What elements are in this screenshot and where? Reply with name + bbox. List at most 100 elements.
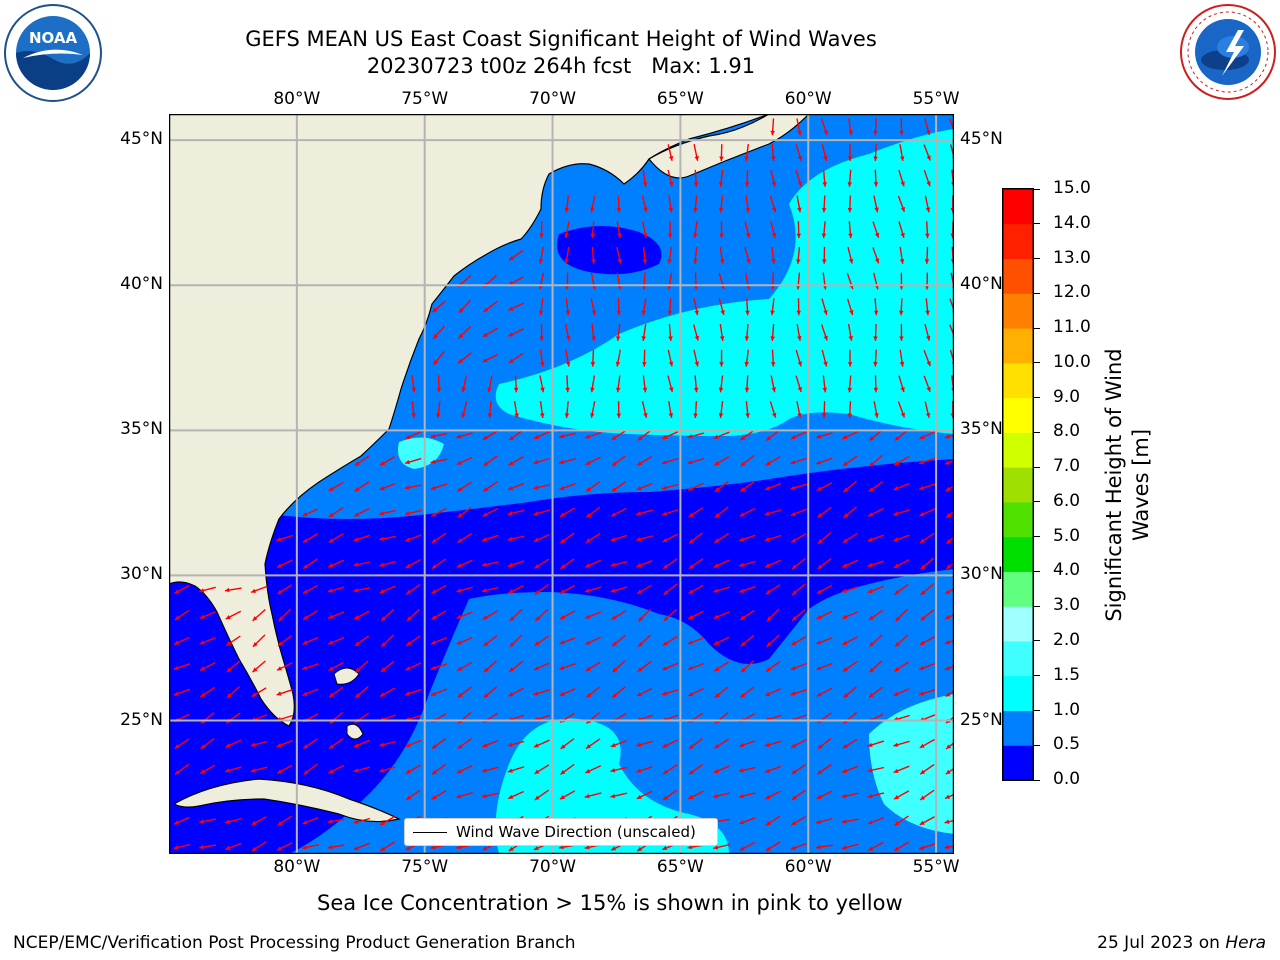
wave-direction-arrowhead [848,130,853,136]
wave-map [169,114,954,854]
wave-direction-arrowhead [636,742,642,747]
wave-direction-arrowhead [565,310,571,316]
wave-direction-arrowhead [430,433,436,439]
wave-direction-arrowhead [667,310,673,316]
wave-direction-arrowhead [771,387,776,393]
wave-direction-arrowhead [303,538,309,543]
wave-direction-arrowhead [791,820,797,825]
wave-direction-arrowhead [744,361,749,367]
wave-direction-arrowhead [456,769,462,774]
wave-direction-arrowhead [636,486,642,491]
wave-direction-arrowhead [277,846,282,851]
wave-direction-arrowhead [662,537,668,542]
wave-direction-arrowhead [945,666,950,671]
wave-direction-arrowhead [610,768,616,773]
wave-direction-arrowhead [637,846,643,851]
wave-direction-arrowhead [925,207,931,213]
wave-direction-arrowhead [610,562,616,567]
wave-direction-arrowhead [591,336,596,341]
wave-direction-arrowhead [687,434,693,439]
wave-direction-arrowhead [612,667,618,673]
lat-label-left: 40°N [120,274,163,295]
wave-direction-arrowhead [873,362,878,367]
wave-direction-arrowhead [894,590,900,595]
wave-direction-arrowhead [920,538,926,543]
wave-direction-arrowhead [539,336,544,341]
wave-direction-arrowhead [405,434,411,439]
wave-direction-arrowhead [843,667,848,672]
wave-direction-arrowhead [302,845,307,850]
wave-direction-arrowhead [533,434,539,439]
wave-direction-arrowhead [353,845,359,851]
wave-direction-arrowhead [534,564,540,569]
wave-direction-arrowhead [303,770,309,775]
wave-direction-arrowhead [585,434,590,439]
colorbar-tick-mark [1034,397,1040,399]
wave-direction-arrowhead [616,310,622,316]
wave-direction-arrowhead [560,744,566,749]
wave-direction-arrowhead [713,793,719,799]
wave-direction-arrowhead [173,845,179,850]
wave-direction-arrowhead [893,742,899,747]
wave-direction-arrowhead [797,413,802,418]
wave-direction-arrowhead [380,461,386,466]
wave-direction-arrowhead [590,207,595,213]
wave-direction-arrowhead [719,233,724,239]
wave-direction-arrowhead [693,182,699,187]
wave-direction-arrowhead [638,642,644,647]
wave-direction-arrowhead [662,511,667,516]
wave-direction-arrowhead [481,793,487,799]
wave-direction-arrowhead [559,665,565,670]
wave-direction-arrowhead [642,387,648,393]
wave-direction-arrowhead [873,156,878,161]
wave-direction-arrowhead [893,691,899,696]
wave-direction-arrowhead [379,486,385,491]
wave-direction-arrowhead [636,794,642,799]
wave-direction-arrowhead [847,413,853,418]
wave-direction-arrowhead [816,665,822,671]
wave-direction-arrowhead [713,640,719,645]
wave-direction-arrowhead [900,232,905,238]
wave-direction-arrowhead [616,387,621,393]
wave-direction-arrowhead [533,537,539,542]
graticule [169,114,954,854]
wave-direction-arrowhead [591,259,596,264]
wave-direction-arrowhead [642,362,647,367]
wave-direction-arrowhead [920,615,926,621]
wave-direction-arrowhead [668,413,674,418]
wave-direction-arrowhead [560,564,566,569]
wave-direction-arrowhead [765,486,770,491]
wave-direction-arrowhead [874,207,879,213]
wave-direction-arrowhead [379,589,385,594]
wave-direction-arrowhead [770,130,775,136]
wave-direction-arrowhead [739,512,745,517]
wave-direction-arrowhead [816,460,822,465]
wind-wave-arrows [173,118,954,852]
sea-ice-note: Sea Ice Concentration > 15% is shown in … [317,891,903,915]
wave-direction-arrowhead [405,537,411,542]
wave-direction-arrowhead [251,692,257,697]
wave-direction-arrowhead [533,666,539,671]
wave-direction-arrowhead [842,768,848,773]
wave-direction-arrowhead [328,538,334,543]
wave-direction-arrowhead [843,693,849,698]
wave-direction-arrowhead [765,563,771,568]
colorbar-segment [1003,328,1033,364]
wave-direction-arrowhead [642,259,648,264]
wave-direction-arrowhead [559,615,565,620]
wave-direction-arrowhead [379,768,385,773]
wave-direction-arrowhead [590,362,596,367]
legend-line-icon [413,832,447,833]
wave-direction-arrowhead [456,794,462,799]
wave-direction-arrowhead [867,820,873,825]
wave-direction-arrowhead [815,844,821,850]
wave-direction-arrowhead [277,589,283,594]
wave-direction-arrowhead [689,564,694,569]
wave-direction-arrowhead [540,361,545,367]
wave-direction-arrowhead [900,181,905,187]
wave-direction-arrowhead [790,434,796,439]
wave-direction-arrowhead [636,692,642,697]
wave-direction-arrowhead [822,413,827,418]
wave-direction-arrowhead [585,563,591,568]
colorbar-tick-label: 1.5 [1053,664,1081,685]
